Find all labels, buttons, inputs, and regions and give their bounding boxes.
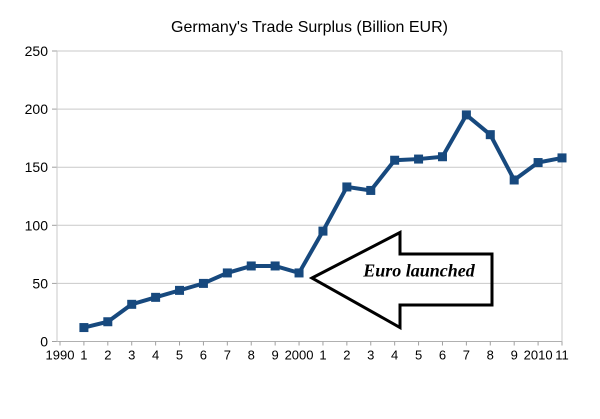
- x-tick-label: 7: [463, 348, 470, 363]
- x-tick-label: 6: [200, 348, 207, 363]
- x-tick-label: 8: [248, 348, 255, 363]
- data-point-marker: [509, 175, 519, 185]
- x-tick-label: 9: [272, 348, 279, 363]
- y-tick-label: 150: [25, 159, 49, 175]
- x-tick-label: 1: [80, 348, 87, 363]
- x-tick-label: 1: [319, 348, 326, 363]
- data-point-marker: [127, 299, 137, 309]
- x-tick-label: 11: [555, 348, 569, 363]
- data-point-marker: [461, 110, 471, 120]
- data-point-marker: [222, 268, 232, 278]
- data-point-marker: [414, 154, 424, 164]
- data-point-marker: [533, 158, 543, 168]
- x-tick-label: 8: [487, 348, 494, 363]
- x-tick-label: 3: [128, 348, 135, 363]
- y-tick-label: 250: [25, 43, 49, 59]
- data-point-marker: [557, 153, 567, 163]
- y-tick-label: 0: [40, 334, 48, 350]
- data-point-marker: [318, 226, 328, 236]
- data-point-marker: [270, 261, 280, 271]
- x-tick-label: 2: [104, 348, 111, 363]
- y-tick-label: 100: [25, 217, 49, 233]
- data-point-marker: [103, 317, 113, 327]
- data-point-marker: [246, 261, 256, 271]
- x-tick-label: 5: [176, 348, 183, 363]
- x-tick-label: 2010: [524, 348, 553, 363]
- y-tick-label: 200: [25, 101, 49, 117]
- x-tick-label: 3: [367, 348, 374, 363]
- x-tick-label: 5: [415, 348, 422, 363]
- x-tick-label: 1990: [46, 348, 75, 363]
- data-point-marker: [175, 285, 185, 295]
- data-point-marker: [437, 152, 447, 162]
- euro-launched-annotation-label: Euro launched: [363, 260, 475, 281]
- x-tick-label: 2000: [285, 348, 314, 363]
- y-tick-label: 50: [32, 275, 48, 291]
- x-tick-label: 2: [343, 348, 350, 363]
- data-point-marker: [342, 182, 352, 192]
- x-tick-label: 9: [511, 348, 518, 363]
- data-point-marker: [390, 155, 400, 165]
- x-tick-label: 6: [439, 348, 446, 363]
- data-point-marker: [366, 185, 376, 195]
- x-tick-label: 4: [391, 348, 398, 363]
- data-point-marker: [294, 268, 304, 278]
- chart-title: Germany's Trade Surplus (Billion EUR): [171, 19, 448, 36]
- data-point-marker: [151, 292, 161, 302]
- data-point-marker: [485, 130, 495, 140]
- x-tick-label: 7: [224, 348, 231, 363]
- data-point-marker: [198, 278, 208, 288]
- data-point-marker: [79, 323, 89, 333]
- x-tick-label: 4: [152, 348, 159, 363]
- euro-launched-arrow: [308, 230, 494, 331]
